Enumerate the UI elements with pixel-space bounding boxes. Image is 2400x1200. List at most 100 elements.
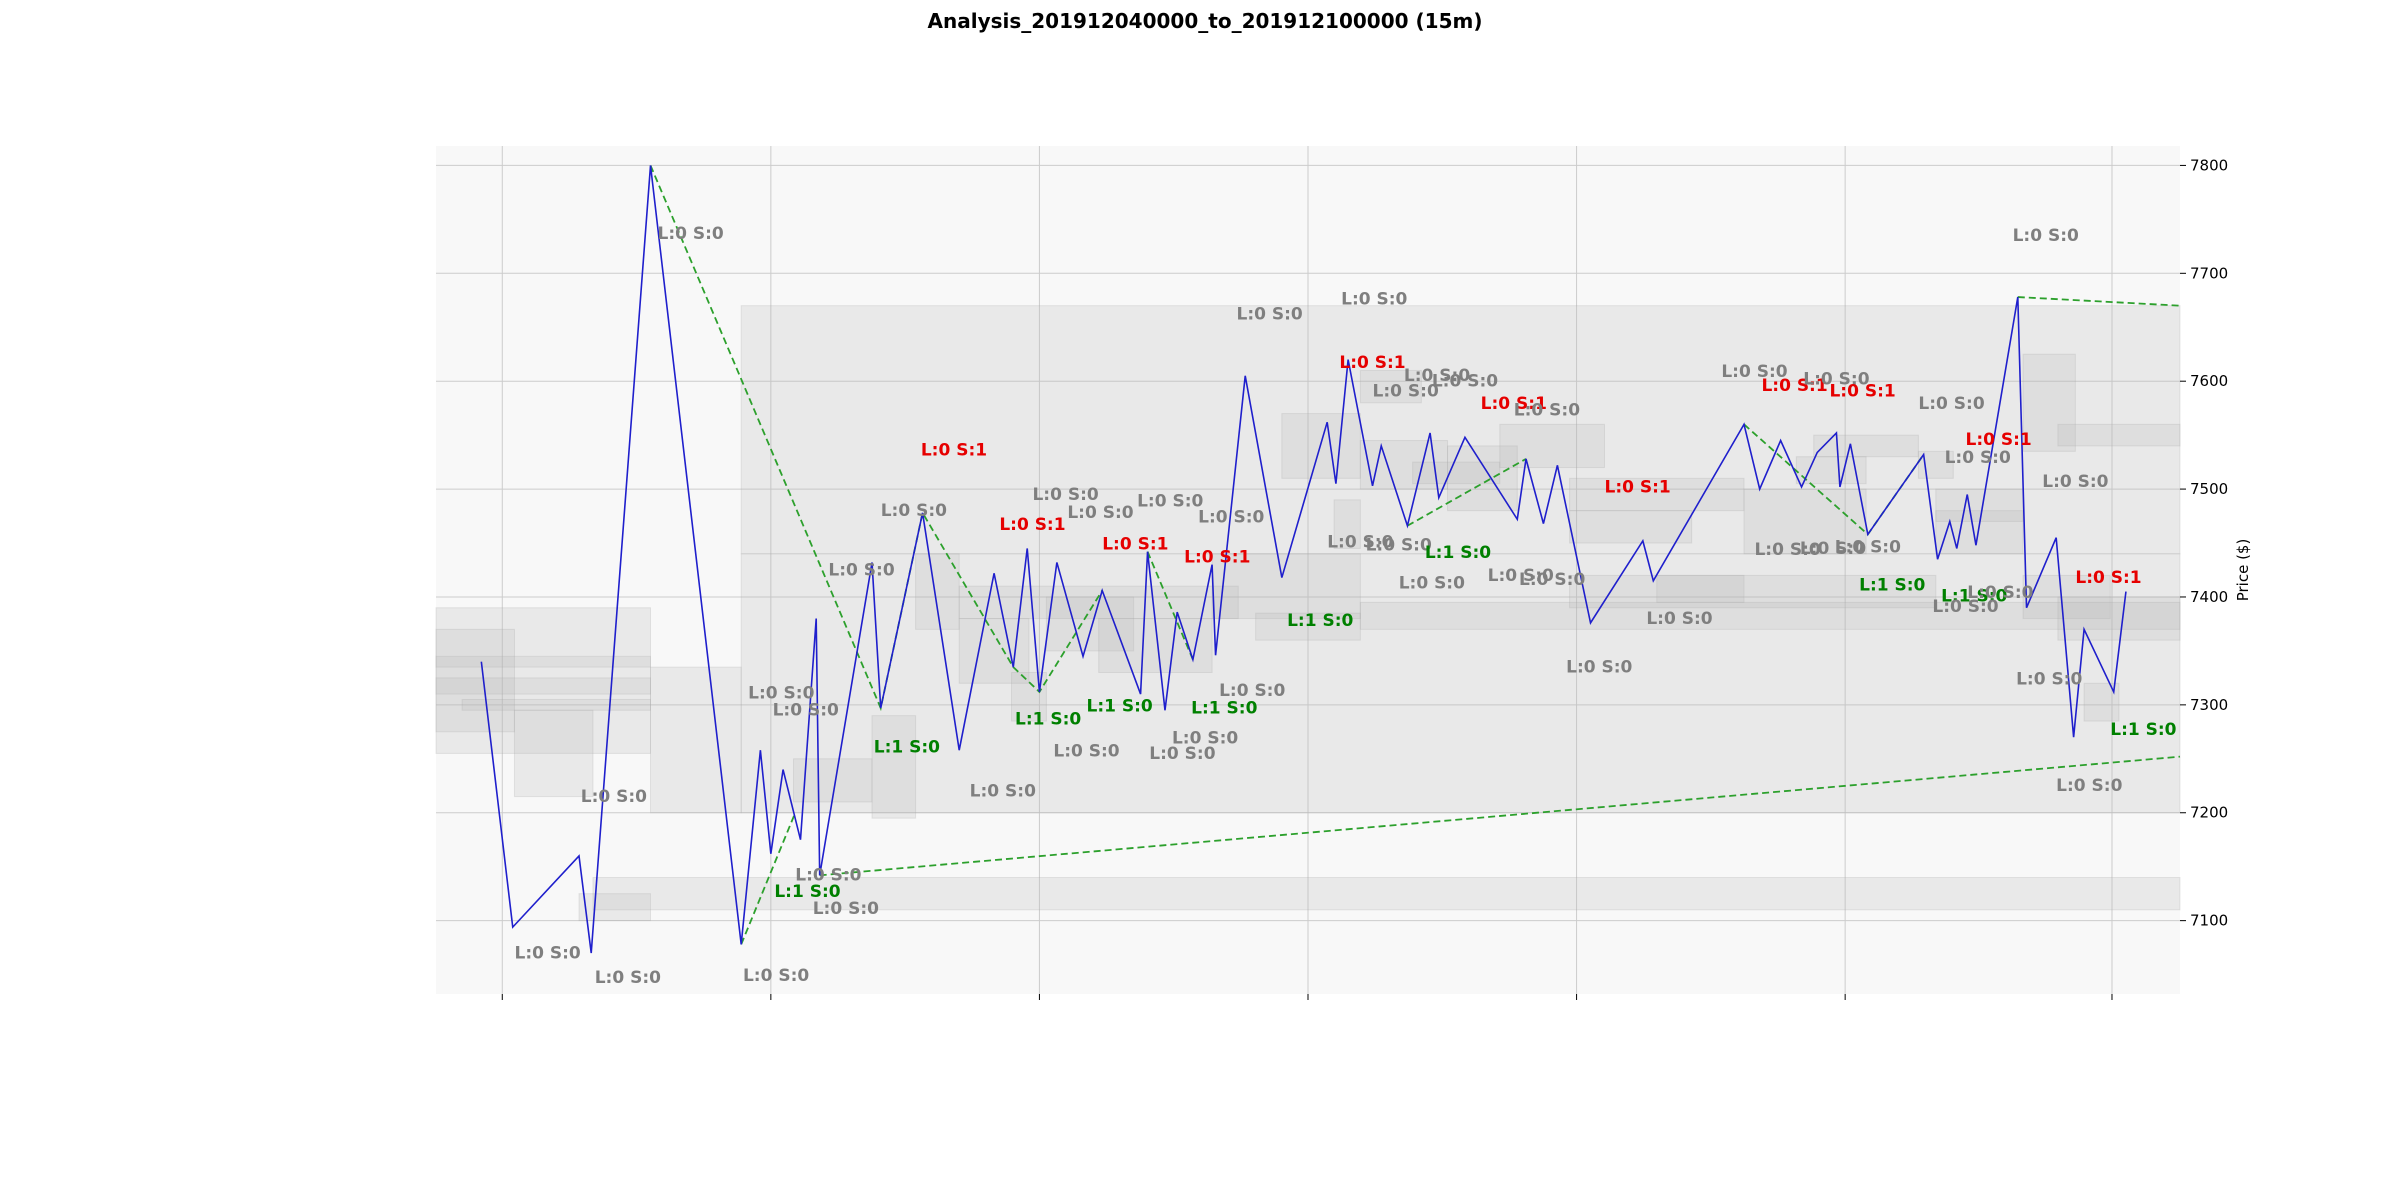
- annotation-neutral: L:0 S:0: [1514, 401, 1580, 421]
- grid: [436, 146, 2180, 994]
- annotation-neutral: L:0 S:0: [795, 866, 861, 886]
- annotation-neutral: L:0 S:0: [1137, 491, 1203, 511]
- price-zone: [740, 305, 2181, 555]
- price-zone: [1333, 499, 1361, 549]
- price-zone: [1935, 510, 2024, 555]
- annotation-long: L:1 S:0: [1015, 709, 1081, 729]
- annotation-neutral: L:0 S:0: [1754, 540, 1820, 560]
- y-axis: 7100 7200 7300 7400 7500 7600 7700 7800: [2180, 156, 2228, 930]
- price-zone: [1656, 574, 1745, 603]
- annotation-long: L:1 S:0: [1425, 543, 1491, 563]
- annotation-neutral: L:0 S:0: [970, 782, 1036, 802]
- annotation-neutral: L:0 S:0: [1237, 305, 1303, 325]
- annotation-neutral: L:0 S:0: [1488, 566, 1554, 586]
- signal-annotations: L:0 S:0L:0 S:0L:0 S:0L:0 S:0L:0 S:0L:0 S…: [514, 224, 2176, 988]
- x-axis: [501, 994, 2113, 1000]
- annotation-neutral: L:0 S:0: [1219, 681, 1285, 701]
- y-tick-label: 7700: [2190, 264, 2228, 282]
- trend-lines: [649, 165, 2181, 945]
- y-tick-label: 7100: [2190, 912, 2228, 930]
- price-zone: [513, 709, 594, 798]
- price-zone: [435, 655, 652, 668]
- price-zone: [650, 666, 742, 814]
- y-tick-label: 7800: [2190, 156, 2228, 174]
- annotation-short: L:0 S:1: [1102, 535, 1168, 555]
- annotation-neutral: L:0 S:0: [748, 683, 814, 703]
- price-zone: [1359, 369, 1422, 404]
- annotation-neutral: L:0 S:0: [1067, 503, 1133, 523]
- annotation-short: L:0 S:1: [1339, 353, 1405, 373]
- trend-line: [1146, 551, 1194, 660]
- annotation-neutral: L:0 S:0: [2042, 472, 2108, 492]
- price-zone: [740, 553, 2181, 814]
- annotation-short: L:0 S:1: [1761, 376, 1827, 396]
- price-zone: [871, 715, 917, 819]
- annotation-neutral: L:0 S:0: [773, 701, 839, 721]
- annotation-neutral: L:0 S:0: [1432, 372, 1498, 392]
- annotation-neutral: L:0 S:0: [595, 968, 661, 988]
- annotation-neutral: L:0 S:0: [1721, 362, 1787, 382]
- annotation-neutral: L:0 S:0: [1566, 657, 1632, 677]
- annotation-neutral: L:0 S:0: [1519, 570, 1585, 590]
- annotation-neutral: L:0 S:0: [1918, 394, 1984, 414]
- annotation-short: L:0 S:1: [921, 441, 987, 461]
- price-zone: [1569, 477, 1745, 512]
- price-zone: [2022, 353, 2076, 452]
- annotation-neutral: L:0 S:0: [1835, 538, 1901, 558]
- annotation-short: L:0 S:1: [1184, 547, 1250, 567]
- price-zone: [1569, 510, 1693, 544]
- annotation-short: L:0 S:1: [1604, 477, 1670, 497]
- y-tick-label: 7400: [2190, 588, 2228, 606]
- annotation-neutral: L:0 S:0: [813, 899, 879, 919]
- price-zone: [435, 628, 515, 733]
- annotation-long: L:1 S:0: [1287, 611, 1353, 631]
- annotation-neutral: L:0 S:0: [1366, 536, 1432, 556]
- annotation-neutral: L:0 S:0: [1198, 508, 1264, 528]
- annotation-neutral: L:0 S:0: [1800, 539, 1866, 559]
- y-tick-label: 7600: [2190, 372, 2228, 390]
- y-axis-label: Price ($): [2234, 539, 2252, 602]
- annotation-neutral: L:0 S:0: [1646, 609, 1712, 629]
- price-zone: [1813, 434, 1919, 458]
- annotation-neutral: L:0 S:0: [1053, 742, 1119, 762]
- annotation-neutral: L:0 S:0: [2016, 669, 2082, 689]
- price-zone: [435, 677, 652, 695]
- annotation-short: L:0 S:1: [999, 515, 1065, 535]
- y-tick-label: 7200: [2190, 804, 2228, 822]
- annotation-short: L:0 S:1: [1481, 394, 1547, 414]
- trend-line: [2017, 296, 2181, 307]
- annotation-short: L:0 S:1: [1965, 430, 2031, 450]
- annotation-long: L:1 S:0: [1941, 586, 2007, 606]
- price-zone: [915, 553, 960, 630]
- annotation-long: L:1 S:0: [1191, 698, 1257, 718]
- price-zone: [1045, 596, 1135, 652]
- trend-line: [740, 812, 797, 945]
- annotation-neutral: L:0 S:0: [514, 943, 580, 963]
- annotation-neutral: L:0 S:0: [1172, 729, 1238, 749]
- price-zones: [435, 305, 2181, 922]
- price-zone: [592, 876, 2181, 911]
- annotation-long: L:1 S:0: [2110, 720, 2176, 740]
- annotation-neutral: L:0 S:0: [1967, 583, 2033, 603]
- annotation-neutral: L:0 S:0: [1945, 448, 2011, 468]
- trend-line: [1406, 458, 1527, 527]
- chart-title: Analysis_201912040000_to_201912100000 (1…: [928, 9, 1483, 33]
- annotation-neutral: L:0 S:0: [1341, 290, 1407, 310]
- annotation-neutral: L:0 S:0: [828, 560, 894, 580]
- trend-line: [649, 165, 1103, 712]
- price-zone: [1359, 601, 2181, 630]
- y-tick-label: 7500: [2190, 480, 2228, 498]
- annotation-short: L:0 S:1: [1829, 381, 1895, 401]
- annotation-neutral: L:0 S:0: [2056, 776, 2122, 796]
- price-zone: [1569, 574, 1937, 609]
- annotation-neutral: L:0 S:0: [1373, 381, 1439, 401]
- annotation-neutral: L:0 S:0: [657, 224, 723, 244]
- annotation-neutral: L:0 S:0: [1803, 369, 1869, 389]
- annotation-long: L:1 S:0: [874, 737, 940, 757]
- price-series-line: [480, 165, 2127, 954]
- price-zone: [461, 698, 652, 711]
- trend-line: [819, 755, 2181, 877]
- annotation-neutral: L:0 S:0: [1932, 597, 1998, 617]
- annotation-neutral: L:0 S:0: [1404, 366, 1470, 386]
